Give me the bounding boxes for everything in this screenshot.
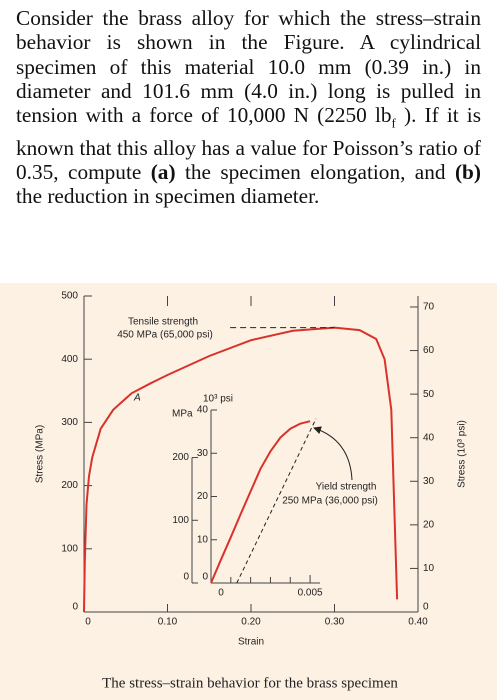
x-axis-label: Strain	[238, 637, 264, 648]
y2-tick-label: 20	[197, 491, 209, 502]
y2-tick-label: 60	[423, 345, 435, 356]
x-tick-label: 0.005	[298, 588, 323, 599]
y2-tick-label: 0	[423, 602, 429, 613]
y-tick-label: 200	[172, 452, 189, 463]
y-tick-label: 300	[61, 417, 78, 428]
x-tick-label: 0.40	[408, 617, 428, 628]
y-tick-label: 0	[183, 572, 189, 583]
text: Consider the brass alloy for which the s…	[16, 6, 481, 128]
y-tick-label: 400	[61, 354, 78, 365]
line	[83, 326, 399, 613]
y2-tick-label: 20	[423, 519, 435, 530]
annotation: A	[133, 393, 141, 404]
y-tick-label: 500	[61, 291, 78, 302]
y-axis-label: MPa	[172, 409, 193, 420]
x-tick-label: 0	[218, 588, 224, 599]
bold-text: (b)	[454, 160, 481, 185]
y-axis-label: Stress (MPa)	[35, 425, 46, 483]
figure	[0, 283, 497, 700]
text: ). If it is known that this alloy has a …	[16, 103, 481, 185]
y2-tick-label: 30	[197, 448, 209, 459]
y-tick-label: 200	[61, 480, 78, 491]
y2-tick-label: 50	[423, 389, 435, 400]
y-tick-label: 100	[172, 515, 189, 526]
x-tick-label: 0	[85, 617, 91, 628]
y2-tick-label: 30	[423, 476, 435, 487]
x-tick-label: 0.10	[158, 617, 178, 628]
bold-text: (a)	[150, 160, 176, 185]
y2-tick-label: 10	[423, 563, 435, 574]
annotation: Yield strength	[316, 482, 377, 493]
y2-axis-label: 10³ psi	[203, 394, 233, 405]
y2-tick-label: 40	[197, 405, 209, 416]
line	[236, 418, 317, 584]
y-tick-label: 100	[61, 543, 78, 554]
text: the reduction in specimen diameter.	[16, 184, 320, 209]
y2-tick-label: 10	[197, 534, 209, 545]
arrow	[313, 426, 353, 481]
x-tick-label: 0.30	[325, 617, 345, 628]
y-tick-label: 0	[72, 602, 78, 613]
line	[210, 420, 311, 584]
annotation: 250 MPa (36,000 psi)	[282, 496, 378, 507]
x-tick-label: 0.20	[241, 617, 261, 628]
y2-tick-label: 0	[202, 572, 208, 583]
text: the specimen elongation, and	[175, 160, 455, 185]
y2-axis-label: Stress (10³ psi)	[457, 420, 468, 488]
subscript: f	[391, 115, 396, 131]
caption: The stress–strain behavior for the brass…	[102, 675, 398, 691]
annotation: 450 MPa (65,000 psi)	[117, 330, 213, 341]
annotation: Tensile strength	[128, 317, 198, 328]
problem-text: Consider the brass alloy for which the s…	[16, 6, 481, 209]
y2-tick-label: 70	[423, 302, 435, 313]
y2-tick-label: 40	[423, 432, 435, 443]
